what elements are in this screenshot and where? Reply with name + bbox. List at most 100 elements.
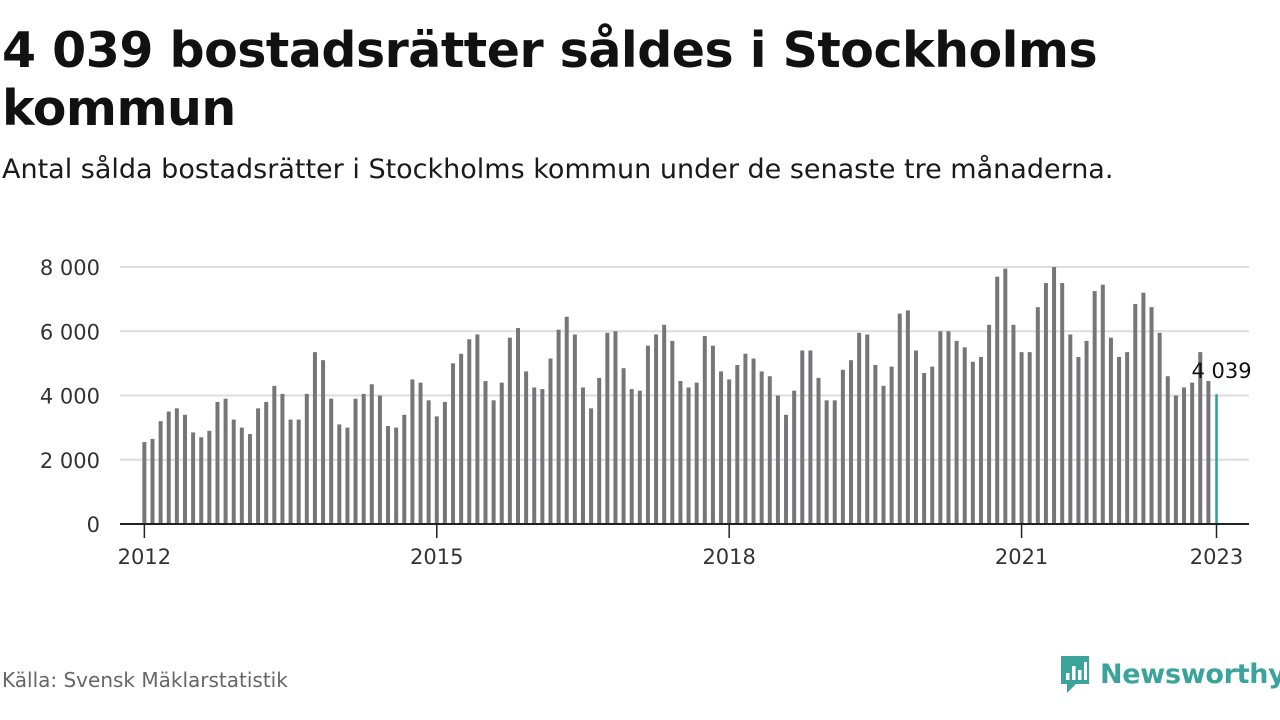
chart-title: 4 039 bostadsrätter såldes i Stockholms … xyxy=(2,22,1098,137)
bar xyxy=(1043,283,1048,524)
bar xyxy=(434,416,439,524)
bar xyxy=(1198,352,1203,524)
bar xyxy=(166,411,171,524)
y-tick-label: 2 000 xyxy=(40,449,100,473)
bar xyxy=(540,389,545,524)
bar xyxy=(800,350,805,524)
bar xyxy=(645,345,650,524)
annotation: 4 039 xyxy=(1191,359,1251,383)
bar xyxy=(1117,356,1122,524)
bar xyxy=(832,400,837,524)
bar xyxy=(637,390,642,524)
bar xyxy=(369,384,374,524)
newsworthy-logo-icon xyxy=(1061,656,1089,693)
bar xyxy=(361,393,366,524)
bar xyxy=(296,419,301,524)
bar xyxy=(629,389,634,524)
bar xyxy=(451,363,456,524)
bar xyxy=(954,340,959,524)
bar xyxy=(840,369,845,524)
bar xyxy=(256,408,261,524)
bar xyxy=(784,414,789,524)
y-tick-label: 6 000 xyxy=(40,320,100,344)
bar xyxy=(670,340,675,524)
annotation-label: 4 039 xyxy=(1191,359,1251,383)
y-axis-ticks: 0 2 000 4 000 6 000 8 000 xyxy=(40,256,100,537)
bar xyxy=(686,387,691,524)
bar xyxy=(922,373,927,524)
bar xyxy=(1076,356,1081,524)
bar xyxy=(345,427,350,524)
bar xyxy=(613,331,618,524)
bar xyxy=(499,382,504,524)
bar xyxy=(751,358,756,524)
bar xyxy=(702,336,707,524)
bar xyxy=(678,381,683,524)
bar xyxy=(938,331,943,524)
bar xyxy=(215,401,220,524)
bar xyxy=(1133,303,1138,524)
bar xyxy=(548,358,553,524)
bar xyxy=(402,414,407,524)
bar xyxy=(694,382,699,524)
bar xyxy=(377,395,382,524)
bar xyxy=(792,390,797,524)
brand-name: Newsworthy xyxy=(1100,658,1280,690)
bar xyxy=(410,379,415,524)
bar xyxy=(1092,291,1097,524)
bar xyxy=(272,385,277,524)
bar xyxy=(199,437,204,524)
x-tick-label: 2012 xyxy=(118,545,171,569)
bar xyxy=(1157,332,1162,524)
bar xyxy=(775,395,780,524)
bar xyxy=(816,377,821,524)
bar xyxy=(735,364,740,524)
bar xyxy=(418,382,423,524)
bar xyxy=(280,393,285,524)
bar xyxy=(459,353,464,524)
bar xyxy=(580,387,585,524)
bar xyxy=(946,331,951,524)
bar xyxy=(231,419,236,524)
bar xyxy=(987,324,992,524)
bar xyxy=(727,379,732,524)
bar xyxy=(1125,352,1130,524)
source-note: Källa: Svensk Mäklarstatistik xyxy=(2,668,288,692)
bar xyxy=(1011,324,1016,524)
bar xyxy=(572,334,577,524)
chart-subtitle: Antal sålda bostadsrätter i Stockholms k… xyxy=(2,154,1114,185)
bar xyxy=(1068,334,1073,524)
brand-logo: Newsworthy xyxy=(1058,652,1280,696)
bar xyxy=(1019,352,1024,524)
bar-highlight xyxy=(1215,394,1218,524)
y-tick-label: 8 000 xyxy=(40,256,100,280)
bar xyxy=(1206,381,1211,524)
x-tick-label: 2021 xyxy=(995,545,1048,569)
bar xyxy=(1165,376,1170,524)
bar xyxy=(312,352,317,524)
bar xyxy=(515,328,520,524)
bar xyxy=(321,360,326,524)
bar xyxy=(142,442,147,524)
bar xyxy=(889,366,894,524)
bar xyxy=(597,377,602,524)
y-tick-label: 0 xyxy=(87,513,100,537)
bar xyxy=(849,360,854,524)
bar xyxy=(191,432,196,524)
bar xyxy=(288,419,293,524)
bar xyxy=(1173,395,1178,524)
x-tick-label: 2023 xyxy=(1190,545,1243,569)
bar xyxy=(467,339,472,524)
bar xyxy=(507,337,512,524)
bar xyxy=(970,361,975,524)
bar xyxy=(1149,307,1154,524)
bar xyxy=(394,427,399,524)
bar xyxy=(150,438,155,524)
bar xyxy=(524,371,529,524)
bar xyxy=(207,430,212,524)
bar xyxy=(239,427,244,524)
bar xyxy=(532,387,537,524)
x-tick-label: 2018 xyxy=(702,545,755,569)
bar xyxy=(1100,284,1105,524)
